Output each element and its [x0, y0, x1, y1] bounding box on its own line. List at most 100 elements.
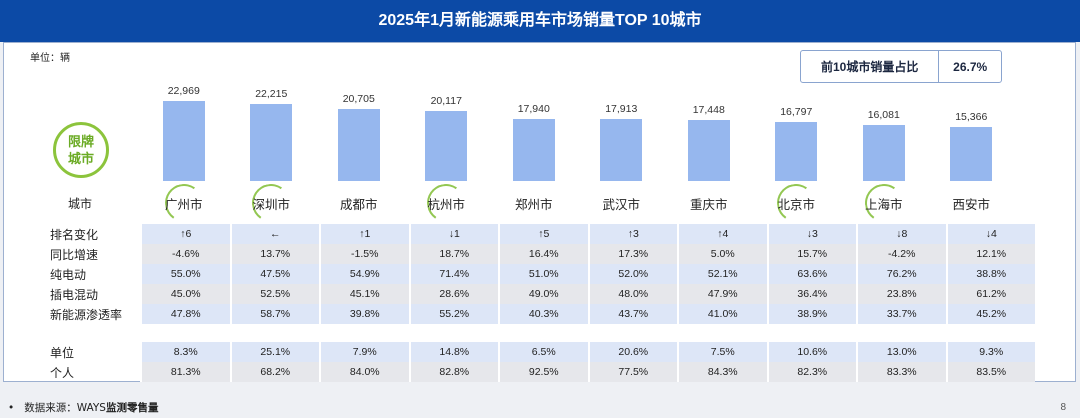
- table-cell: 7.9%: [319, 342, 409, 362]
- city-name: 郑州市: [514, 197, 553, 212]
- table-cell: 83.3%: [856, 362, 946, 382]
- bar-value-label: 17,913: [605, 102, 638, 115]
- city-name: 重庆市: [689, 197, 728, 212]
- badge-line2: 城市: [67, 151, 94, 166]
- chart-card: [3, 42, 1076, 382]
- bar-9: [950, 127, 993, 181]
- table-cell: ↑6: [140, 224, 230, 244]
- bar-2: [337, 108, 380, 181]
- row-label: 插电混动: [50, 287, 99, 302]
- page-number: 8: [1060, 402, 1066, 413]
- row-label: 排名变化: [50, 227, 99, 242]
- table-cell: 49.0%: [498, 284, 588, 304]
- table-cell: 23.8%: [856, 284, 946, 304]
- table-row: 纯电动 55.0% 47.5% 54.9% 71.4% 51.0% 52.0% 52.1% 63…: [50, 264, 1035, 284]
- city-name: 武汉市: [602, 197, 640, 212]
- city-name: 北京市: [777, 197, 815, 212]
- table-cell: 45.0%: [140, 284, 230, 304]
- table-cell: 15.7%: [766, 244, 856, 264]
- table-cell: 63.6%: [766, 264, 856, 284]
- share-label: 前10城市销量占比: [820, 60, 919, 74]
- bar-value-label: 22,969: [167, 85, 200, 97]
- table-cell: ↑5: [498, 224, 588, 244]
- top10-share-box: 前10城市销量占比 26.7%: [800, 50, 1002, 83]
- metrics-table: 排名变化 ↑6 ← ↑1 ↓1 ↑5 ↑3 ↑4 ↓3 ↓8 ↓4 同比增速 -4.6% 13.7% -1.…: [50, 224, 1035, 324]
- table-cell: 38.8%: [945, 264, 1035, 284]
- city-name: 广州市: [164, 197, 203, 212]
- table-cell: 41.0%: [677, 304, 767, 324]
- table-row: 新能源渗透率 47.8% 58.7% 39.8% 55.2% 40.3% 43.7% 41.0…: [50, 304, 1035, 324]
- table-cell: ↑3: [587, 224, 677, 244]
- table-cell: 38.9%: [766, 304, 856, 324]
- table-cell: 61.2%: [945, 284, 1035, 304]
- bar-0: [162, 101, 205, 181]
- buyer-type-table: 单位 8.3% 25.1% 7.9% 14.8% 6.5% 20.6% 7.5% 10.6% 13…: [50, 342, 1035, 382]
- table-cell: ↓1: [408, 224, 498, 244]
- bar-value-label: 20,117: [430, 94, 462, 107]
- share-value: 26.7%: [938, 51, 1001, 82]
- table-cell: 47.9%: [677, 284, 767, 304]
- table-cell: 12.1%: [945, 244, 1035, 264]
- table-cell: -4.6%: [140, 244, 230, 264]
- bar-6: [687, 120, 730, 181]
- bar-value-label: 20,705: [342, 92, 375, 105]
- table-cell: 8.3%: [140, 342, 230, 362]
- table-cell: 10.6%: [766, 342, 856, 362]
- city-name: 深圳市: [252, 197, 290, 212]
- bar-1: [250, 103, 293, 181]
- table-cell: 82.8%: [408, 362, 498, 382]
- bar-value-label: 16,797: [780, 106, 813, 119]
- table-cell: 6.5%: [498, 342, 588, 362]
- row-label: 纯电动: [50, 267, 87, 282]
- table-cell: 58.7%: [229, 304, 319, 324]
- bar-5: [600, 118, 643, 181]
- bar-value-label: 15,366: [955, 111, 988, 124]
- table-cell: 55.0%: [140, 264, 230, 284]
- table-cell: 48.0%: [587, 284, 677, 304]
- restricted-city-badge: 限牌 城市: [53, 122, 109, 178]
- bar-value-label: 17,940: [517, 102, 550, 115]
- table-cell: 16.4%: [498, 244, 588, 264]
- table-cell: 84.3%: [677, 362, 767, 382]
- table-cell: 51.0%: [498, 264, 588, 284]
- table-cell: 81.3%: [140, 362, 230, 382]
- table-cell: ↑4: [677, 224, 767, 244]
- table-cell: 18.7%: [408, 244, 498, 264]
- badge-line1: 限牌: [67, 134, 94, 149]
- table-cell: ↑1: [319, 224, 409, 244]
- table-cell: 36.4%: [766, 284, 856, 304]
- table-cell: 52.5%: [229, 284, 319, 304]
- source-bold: 监测零售量: [105, 402, 159, 414]
- row-label: 新能源渗透率: [50, 307, 123, 322]
- table-cell: 52.0%: [587, 264, 677, 284]
- table-cell: 45.1%: [319, 284, 409, 304]
- table-cell: 5.0%: [677, 244, 767, 264]
- table-cell: 20.6%: [587, 342, 677, 362]
- table-cell: 71.4%: [408, 264, 498, 284]
- table-cell: 54.9%: [319, 264, 409, 284]
- city-name: 上海市: [864, 197, 903, 212]
- source-prefix: 数据来源：WAYS: [24, 402, 106, 414]
- row-label: 个人: [50, 365, 75, 380]
- table-cell: 76.2%: [856, 264, 946, 284]
- table-cell: 14.8%: [408, 342, 498, 362]
- table-cell: 17.3%: [587, 244, 677, 264]
- table-cell: ↓3: [766, 224, 856, 244]
- bar-8: [862, 124, 905, 181]
- table-cell: 43.7%: [587, 304, 677, 324]
- table-cell: ←: [229, 224, 319, 244]
- city-name: 成都市: [339, 197, 378, 212]
- table-cell: ↓8: [856, 224, 946, 244]
- table-cell: 84.0%: [319, 362, 409, 382]
- table-cell: 52.1%: [677, 264, 767, 284]
- table-cell: 39.8%: [319, 304, 409, 324]
- table-cell: -4.2%: [856, 244, 946, 264]
- data-source: • 数据来源：WAYS监测零售量: [8, 400, 158, 415]
- bar-4: [512, 118, 555, 181]
- city-row-label: 城市: [68, 197, 93, 211]
- table-cell: 25.1%: [229, 342, 319, 362]
- table-cell: 47.5%: [229, 264, 319, 284]
- table-row: 排名变化 ↑6 ← ↑1 ↓1 ↑5 ↑3 ↑4 ↓3 ↓8 ↓4: [50, 224, 1035, 244]
- bar-3: [425, 110, 468, 181]
- table-cell: 33.7%: [856, 304, 946, 324]
